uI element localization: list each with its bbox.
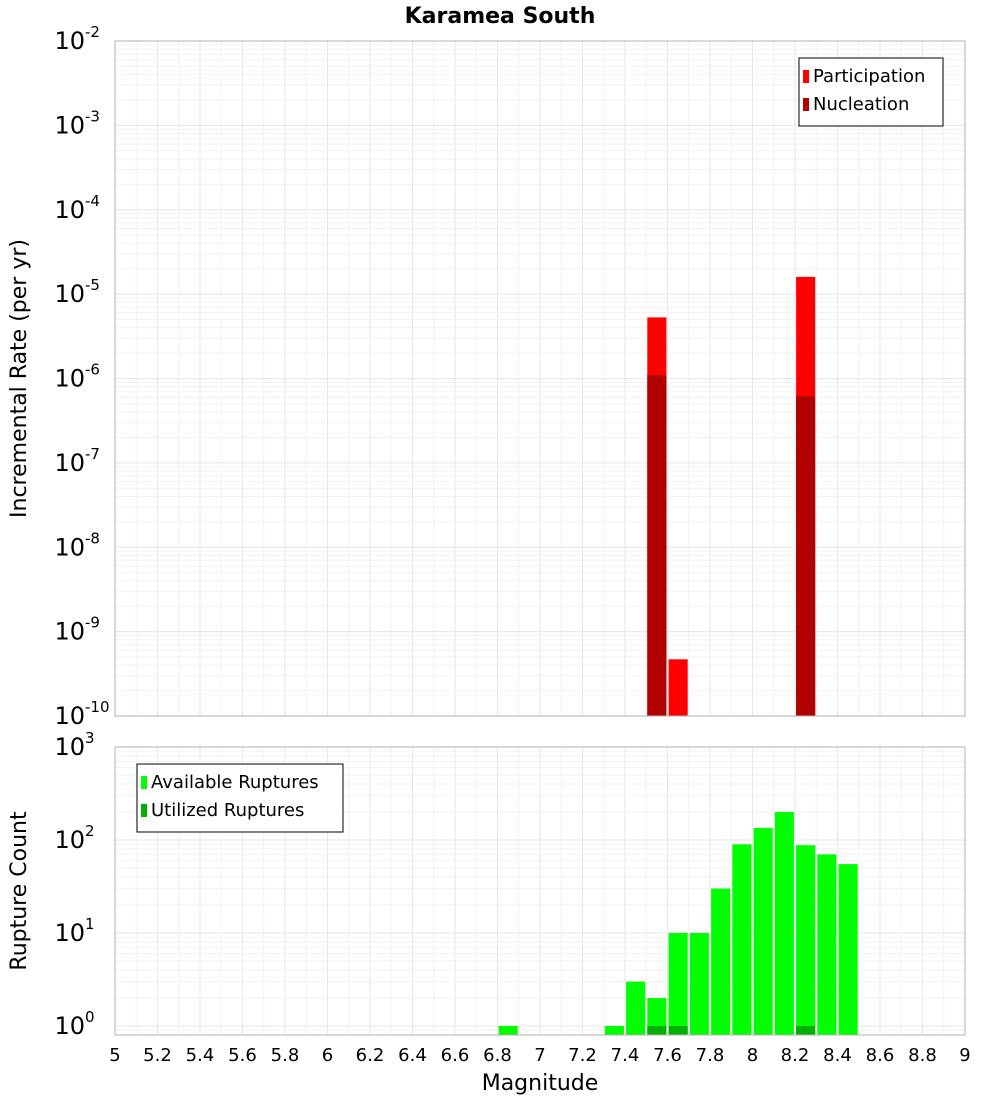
legend-box	[798, 57, 944, 127]
bar-utilized-ruptures	[796, 1026, 816, 1035]
y-tick-exponent: -3	[85, 107, 100, 125]
y-tick-label: 10	[54, 27, 85, 55]
x-tick-label: 5.8	[271, 1045, 300, 1066]
y-tick-label: 10	[54, 280, 85, 308]
bar-utilized-ruptures	[647, 1026, 667, 1035]
y-tick-label: 10	[54, 533, 85, 561]
bar-available-ruptures	[838, 864, 858, 1035]
y-tick-label: 10	[54, 919, 85, 947]
y-tick-label: 10	[54, 111, 85, 139]
legend: Available Ruptures Utilized Ruptures	[136, 763, 344, 833]
legend-label: Utilized Ruptures	[151, 800, 304, 821]
x-tick-label: 7.4	[611, 1045, 640, 1066]
bar-available-ruptures	[753, 827, 773, 1035]
chart-panel-2: 10 010 110 210 35 5.2 5.4 5.6 5.8 6 6.2 6.4 6.6 6.8 7 7…	[7, 729, 971, 1096]
bar-available-ruptures	[668, 933, 688, 1035]
y-axis-label: Incremental Rate (per yr)	[7, 239, 32, 518]
x-tick-label: 8.2	[781, 1045, 810, 1066]
y-tick-label: 10	[54, 702, 85, 730]
bar-available-ruptures	[647, 998, 667, 1035]
y-tick-exponent: 1	[85, 915, 95, 933]
x-tick-label: 6.6	[441, 1045, 470, 1066]
x-tick-label: 9	[959, 1045, 970, 1066]
x-tick-label: 5.4	[186, 1045, 215, 1066]
bar-available-ruptures	[689, 933, 709, 1035]
x-tick-label: 6	[322, 1045, 333, 1066]
y-tick-label: 10	[54, 365, 85, 393]
x-tick-label: 7.6	[653, 1045, 682, 1066]
x-tick-label: 8.4	[823, 1045, 852, 1066]
y-tick-label: 10	[54, 1012, 85, 1040]
y-tick-label: 10	[54, 733, 85, 761]
legend-swatch	[141, 776, 147, 789]
plot-frame	[114, 746, 966, 1036]
x-tick-label: 8.8	[908, 1045, 937, 1066]
x-tick-label: 5.2	[143, 1045, 172, 1066]
bar-available-ruptures	[711, 888, 731, 1035]
y-tick-exponent: -4	[85, 192, 100, 210]
bar-available-ruptures	[626, 981, 646, 1035]
legend: Participation Nucleation	[798, 57, 944, 127]
x-axis-label: Magnitude	[482, 1071, 599, 1096]
chart-title: Karamea South	[405, 4, 596, 29]
bar-available-ruptures	[817, 854, 837, 1035]
x-tick-label: 6.8	[483, 1045, 512, 1066]
bar-available-ruptures	[604, 1026, 624, 1035]
x-tick-label: 7.8	[696, 1045, 725, 1066]
x-tick-label: 5.6	[228, 1045, 257, 1066]
y-tick-exponent: -10	[85, 698, 110, 716]
bar-available-ruptures	[498, 1026, 518, 1035]
bar-nucleation	[647, 375, 667, 716]
y-tick-exponent: -2	[85, 23, 100, 41]
x-tick-label: 6.4	[398, 1045, 427, 1066]
bar-available-ruptures	[796, 845, 816, 1035]
x-tick-label: 8.6	[866, 1045, 895, 1066]
y-tick-label: 10	[54, 449, 85, 477]
legend-swatch	[141, 804, 147, 817]
x-tick-label: 8	[747, 1045, 758, 1066]
y-tick-exponent: -5	[85, 276, 100, 294]
x-tick-label: 7	[534, 1045, 545, 1066]
y-tick-label: 10	[54, 826, 85, 854]
plot-frame	[114, 40, 966, 717]
x-tick-label: 5	[109, 1045, 120, 1066]
y-tick-exponent: 3	[85, 729, 95, 747]
legend-swatch	[803, 70, 809, 83]
y-tick-exponent: -6	[85, 361, 100, 379]
y-tick-exponent: -7	[85, 445, 100, 463]
y-axis-label: Rupture Count	[7, 811, 32, 971]
y-tick-exponent: 0	[85, 1008, 95, 1026]
y-tick-label: 10	[54, 618, 85, 646]
bar-participation	[668, 659, 688, 716]
legend-label: Available Ruptures	[151, 772, 319, 793]
legend-label: Nucleation	[813, 94, 909, 115]
y-tick-exponent: 2	[85, 822, 95, 840]
y-tick-label: 10	[54, 196, 85, 224]
y-tick-exponent: -9	[85, 614, 100, 632]
x-tick-label: 6.2	[356, 1045, 385, 1066]
legend-swatch	[803, 98, 809, 111]
legend-label: Participation	[813, 66, 925, 87]
bar-available-ruptures	[732, 844, 752, 1035]
bar-available-ruptures	[774, 812, 794, 1035]
y-tick-exponent: -8	[85, 529, 100, 547]
legend-box	[136, 763, 344, 833]
bar-nucleation	[796, 396, 816, 716]
x-tick-label: 7.2	[568, 1045, 597, 1066]
bar-utilized-ruptures	[668, 1026, 688, 1035]
